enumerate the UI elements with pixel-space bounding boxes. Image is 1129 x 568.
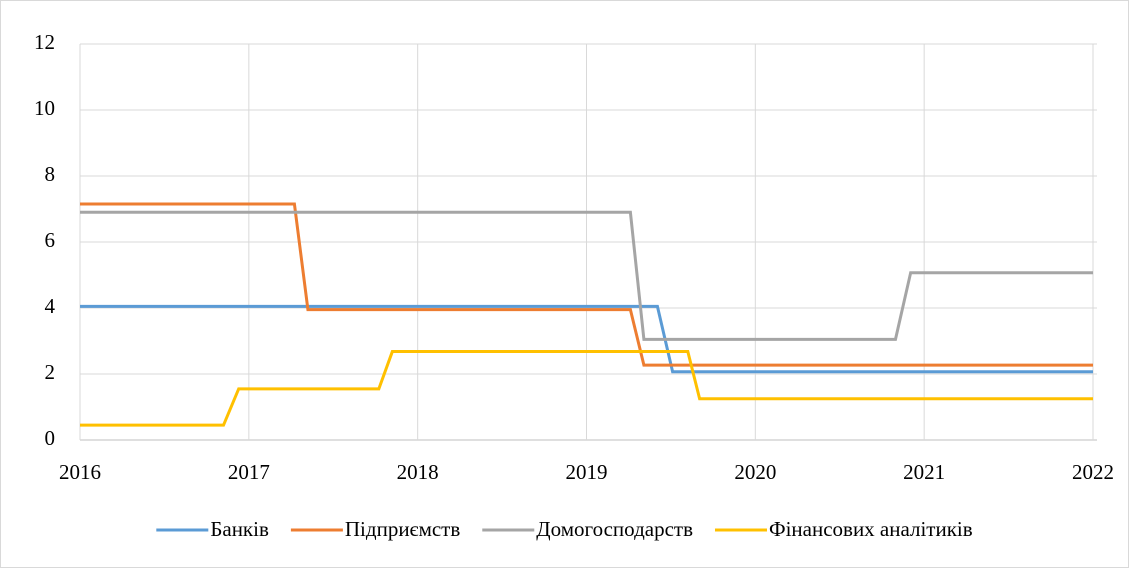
y-tick-label: 2 (45, 360, 56, 384)
line-series (80, 210, 1093, 341)
y-tick-label: 10 (34, 96, 55, 120)
line-series (80, 202, 1093, 367)
x-tick-label: 2016 (59, 460, 101, 484)
y-tick-label: 0 (45, 426, 56, 450)
y-tick-label: 8 (45, 162, 56, 186)
x-tick-label: 2021 (903, 460, 945, 484)
x-tick-label: 2017 (228, 460, 270, 484)
x-tick-label: 2020 (734, 460, 776, 484)
x-tick-label: 2019 (566, 460, 608, 484)
y-tick-label: 4 (45, 294, 56, 318)
legend-label: Банків (210, 517, 269, 541)
x-tick-label: 2018 (397, 460, 439, 484)
y-tick-label: 6 (45, 228, 56, 252)
line-series (80, 350, 1093, 427)
x-tick-label: 2022 (1072, 460, 1114, 484)
legend-label: Домогосподарств (536, 517, 693, 541)
y-tick-label: 12 (34, 30, 55, 54)
legend-label: Підприємств (345, 517, 460, 541)
legend-label: Фінансових аналітиків (769, 517, 973, 541)
